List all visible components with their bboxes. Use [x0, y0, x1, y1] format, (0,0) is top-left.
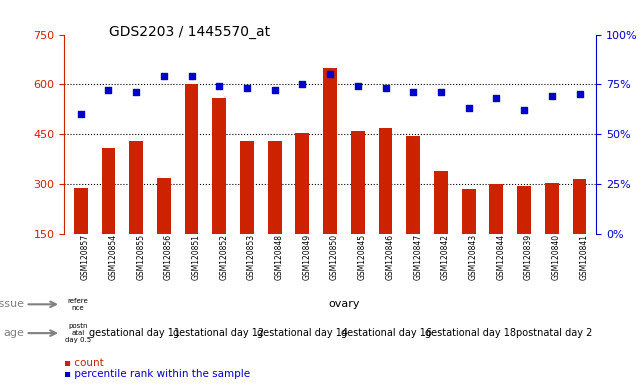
Text: GSM120847: GSM120847 [413, 234, 422, 280]
Text: GSM120840: GSM120840 [552, 234, 561, 280]
Bar [406, 136, 420, 284]
Point [76, 111, 86, 118]
Bar [240, 141, 254, 284]
Bar [268, 141, 281, 284]
Text: GSM120841: GSM120841 [579, 234, 588, 280]
Text: gestational day 16: gestational day 16 [340, 328, 431, 338]
Point [547, 93, 557, 99]
Text: GSM120852: GSM120852 [219, 234, 228, 280]
Point [436, 89, 446, 96]
Point [131, 89, 141, 96]
Point [491, 95, 501, 101]
Point [519, 108, 529, 114]
Text: GSM120854: GSM120854 [108, 234, 117, 280]
Bar [379, 128, 392, 284]
Text: GSM120851: GSM120851 [192, 234, 201, 280]
Text: gestational day 12: gestational day 12 [172, 328, 263, 338]
Point [159, 73, 169, 79]
Text: GSM120843: GSM120843 [469, 234, 478, 280]
Text: ▪ percentile rank within the sample: ▪ percentile rank within the sample [64, 369, 250, 379]
Text: GSM120844: GSM120844 [496, 234, 505, 280]
Point [353, 83, 363, 89]
Text: postn
atal
day 0.5: postn atal day 0.5 [65, 323, 91, 343]
Point [270, 88, 280, 94]
Text: GDS2203 / 1445570_at: GDS2203 / 1445570_at [109, 25, 270, 39]
Text: GSM120845: GSM120845 [358, 234, 367, 280]
Bar [101, 148, 115, 284]
Point [574, 91, 585, 98]
Bar [185, 84, 199, 284]
Text: GSM120856: GSM120856 [164, 234, 173, 280]
Bar [517, 186, 531, 284]
Bar [572, 179, 587, 284]
Bar [434, 171, 448, 284]
Point [187, 73, 197, 79]
Point [380, 85, 390, 91]
Bar [323, 68, 337, 284]
Bar [462, 189, 476, 284]
Text: GSM120850: GSM120850 [330, 234, 339, 280]
Text: GSM120849: GSM120849 [303, 234, 312, 280]
Text: GSM120846: GSM120846 [385, 234, 394, 280]
Text: tissue: tissue [0, 299, 24, 310]
Point [103, 88, 113, 94]
Bar [212, 98, 226, 284]
Text: postnatal day 2: postnatal day 2 [516, 328, 592, 338]
Point [408, 89, 419, 96]
Bar [129, 141, 143, 284]
Text: GSM120839: GSM120839 [524, 234, 533, 280]
Point [214, 83, 224, 89]
Bar [490, 184, 503, 284]
Point [297, 81, 308, 88]
Bar [351, 131, 365, 284]
Text: GSM120842: GSM120842 [441, 234, 450, 280]
Text: GSM120848: GSM120848 [275, 234, 284, 280]
Text: GSM120853: GSM120853 [247, 234, 256, 280]
Text: refere
nce: refere nce [68, 298, 88, 311]
Text: GSM120857: GSM120857 [81, 234, 90, 280]
Text: gestational day 14: gestational day 14 [256, 328, 347, 338]
Bar [296, 133, 310, 284]
Text: gestational day 11: gestational day 11 [88, 328, 179, 338]
Point [463, 105, 474, 111]
Text: ▪ count: ▪ count [64, 358, 104, 368]
Point [325, 71, 335, 78]
Bar [545, 183, 559, 284]
Text: gestational day 18: gestational day 18 [424, 328, 515, 338]
Bar [157, 178, 171, 284]
Point [242, 85, 252, 91]
Text: ovary: ovary [328, 299, 360, 310]
Text: age: age [3, 328, 24, 338]
Text: GSM120855: GSM120855 [136, 234, 145, 280]
Bar [74, 188, 88, 284]
